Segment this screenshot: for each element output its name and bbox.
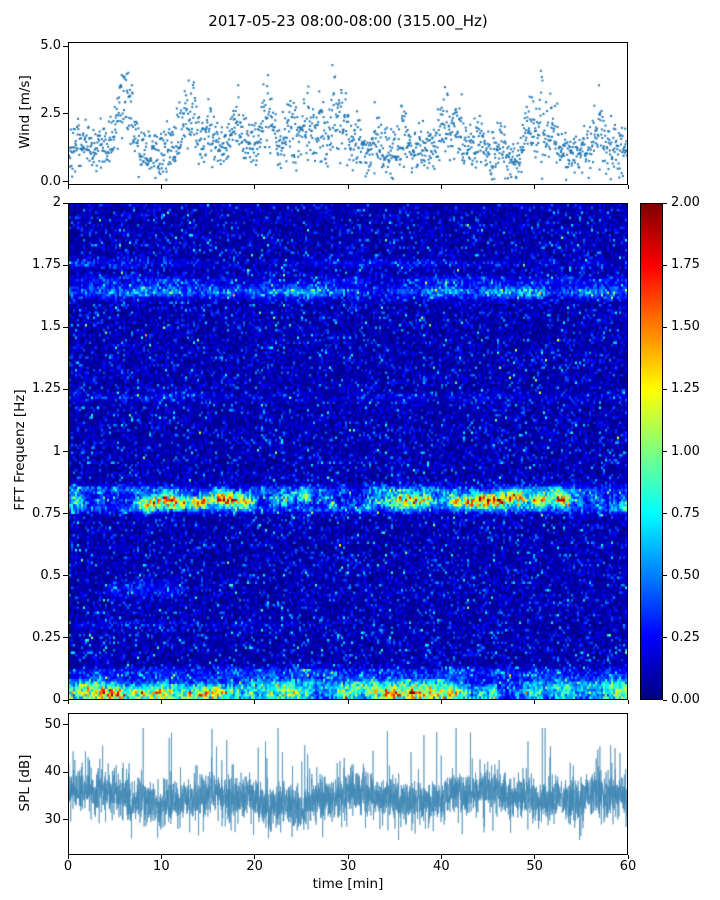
- spl-line-canvas: [69, 714, 627, 854]
- wind-ytick-mark: [63, 45, 68, 47]
- xtick-label: 0: [63, 859, 73, 874]
- colorbar-tick-label: 1.50: [671, 319, 700, 335]
- spectrogram-ytick-label: 0.75: [32, 505, 61, 521]
- spectrogram-ytick-mark: [63, 264, 68, 266]
- colorbar-tick-mark: [663, 699, 667, 701]
- spl-ytick-mark: [63, 724, 68, 726]
- colorbar-tick-label: 0.50: [671, 567, 700, 583]
- spl-y-axis-label: SPL [dB]: [17, 754, 33, 812]
- xtick-mark: [440, 700, 442, 704]
- xtick-mark: [254, 700, 256, 704]
- spectrogram-ytick-mark: [63, 326, 68, 328]
- xtick-mark: [627, 855, 629, 859]
- xtick-mark: [67, 700, 69, 704]
- xtick-mark: [67, 855, 69, 859]
- x-axis-label: time [min]: [312, 876, 384, 892]
- xtick-mark: [440, 185, 442, 189]
- wind-ytick-mark: [63, 113, 68, 115]
- colorbar-tick-label: 0.25: [671, 629, 700, 645]
- xtick-label: 40: [433, 859, 450, 874]
- colorbar: [640, 203, 663, 700]
- xtick-mark: [534, 700, 536, 704]
- xtick-mark: [440, 855, 442, 859]
- xtick-mark: [627, 185, 629, 189]
- xtick-mark: [347, 855, 349, 859]
- colorbar-tick-mark: [663, 388, 667, 390]
- colorbar-tick-label: 1.25: [671, 381, 700, 397]
- spectrogram-ytick-label: 0.25: [32, 629, 61, 645]
- figure-title: 2017-05-23 08:00-08:00 (315.00_Hz): [208, 12, 488, 30]
- spectrogram-ytick-mark: [63, 202, 68, 204]
- spectrogram-ytick-label: 1.5: [40, 319, 61, 335]
- xtick-label: 30: [339, 859, 357, 874]
- spectrogram-ytick-mark: [63, 575, 68, 577]
- spectrogram-ytick-label: 2: [52, 195, 61, 210]
- spectrogram-ytick-mark: [63, 699, 68, 701]
- xtick-mark: [347, 185, 349, 189]
- xtick-label: 60: [619, 859, 637, 874]
- spl-ytick-mark: [63, 771, 68, 773]
- colorbar-tick-mark: [663, 264, 667, 266]
- spl-ytick-mark: [63, 819, 68, 820]
- spectrogram-heatmap-canvas: [69, 204, 627, 699]
- spl-ytick-label: 30: [44, 811, 61, 827]
- spectrogram-ytick-mark: [63, 388, 68, 390]
- xtick-mark: [534, 855, 536, 859]
- xtick-mark: [347, 700, 349, 704]
- xtick-mark: [534, 185, 536, 189]
- colorbar-tick-mark: [663, 513, 667, 515]
- wind-ytick-label: 5.0: [40, 38, 61, 54]
- colorbar-tick-mark: [663, 637, 667, 639]
- wind-ytick-label: 0.0: [40, 173, 61, 189]
- colorbar-tick-mark: [663, 451, 667, 452]
- xtick-label: 20: [246, 859, 263, 874]
- spl-ytick-label: 50: [44, 716, 61, 732]
- xtick-mark: [160, 855, 162, 859]
- wind-scatter-canvas: [69, 43, 627, 184]
- spectrogram-ytick-mark: [63, 637, 68, 639]
- wind-plot: [68, 42, 628, 185]
- xtick-mark: [160, 185, 162, 189]
- colorbar-tick-mark: [663, 326, 667, 328]
- xtick-mark: [254, 855, 256, 859]
- xtick-mark: [254, 185, 256, 189]
- colorbar-tick-mark: [663, 202, 667, 204]
- spl-plot: [68, 713, 628, 855]
- xtick-mark: [160, 700, 162, 704]
- colorbar-gradient-canvas: [641, 204, 662, 699]
- colorbar-tick-label: 1.75: [671, 257, 700, 273]
- xtick-label: 50: [526, 859, 543, 874]
- xtick-mark: [627, 700, 629, 704]
- wind-ytick-label: 2.5: [40, 105, 61, 121]
- colorbar-tick-label: 0.75: [671, 505, 700, 521]
- spl-ytick-label: 40: [44, 764, 61, 780]
- colorbar-tick-label: 0.00: [671, 692, 700, 707]
- colorbar-tick-label: 2.00: [671, 195, 700, 210]
- colorbar-tick-mark: [663, 575, 667, 577]
- spectrogram-ytick-mark: [63, 451, 68, 452]
- spectrogram-ytick-label: 0: [52, 692, 61, 707]
- spectrogram-ytick-mark: [63, 513, 68, 515]
- wind-ytick-mark: [63, 181, 68, 183]
- spectrogram-ytick-label: 1.25: [32, 381, 61, 397]
- xtick-mark: [67, 185, 69, 189]
- spectrogram-ytick-label: 1.75: [32, 257, 61, 273]
- spectrogram-plot: [68, 203, 628, 700]
- xtick-label: 10: [153, 859, 170, 874]
- spectrogram-ytick-label: 1: [52, 443, 61, 459]
- spectrogram-ytick-label: 0.5: [40, 567, 61, 583]
- colorbar-tick-label: 1.00: [671, 443, 700, 459]
